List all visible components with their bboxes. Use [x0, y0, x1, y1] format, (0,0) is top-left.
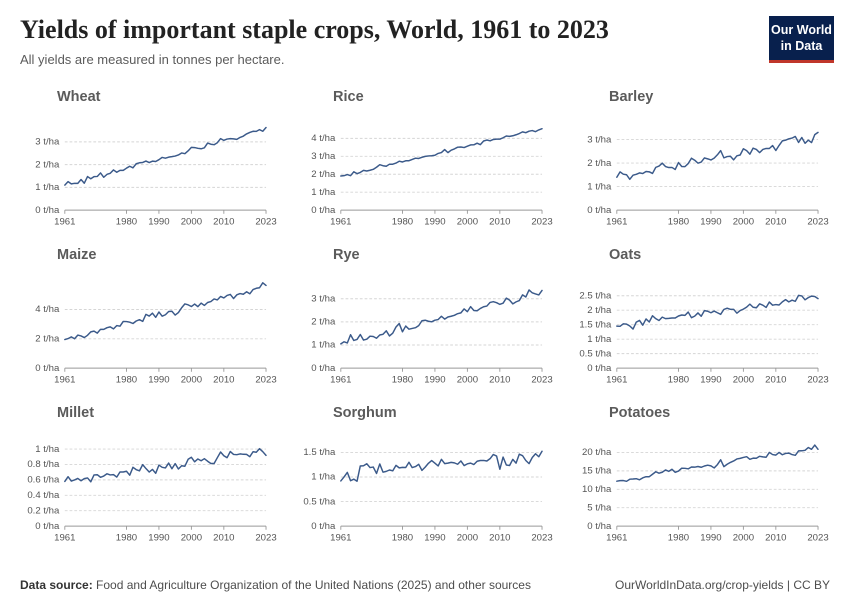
- svg-text:2.5 t/ha: 2.5 t/ha: [579, 290, 612, 301]
- svg-text:1980: 1980: [668, 375, 689, 386]
- svg-text:2000: 2000: [181, 217, 202, 228]
- svg-text:2000: 2000: [733, 217, 754, 228]
- svg-text:1990: 1990: [424, 217, 445, 228]
- svg-text:1980: 1980: [392, 217, 413, 228]
- svg-text:1961: 1961: [330, 217, 351, 228]
- svg-text:1990: 1990: [424, 375, 445, 386]
- svg-text:2023: 2023: [807, 217, 828, 228]
- svg-text:1 t/ha: 1 t/ha: [35, 182, 60, 193]
- svg-text:1961: 1961: [330, 375, 351, 386]
- svg-text:1 t/ha: 1 t/ha: [311, 187, 336, 198]
- svg-text:2000: 2000: [457, 533, 478, 544]
- svg-text:1990: 1990: [148, 533, 169, 544]
- svg-text:1990: 1990: [700, 533, 721, 544]
- svg-text:1990: 1990: [700, 375, 721, 386]
- svg-text:2010: 2010: [489, 533, 510, 544]
- svg-text:2010: 2010: [765, 375, 786, 386]
- svg-text:2010: 2010: [213, 375, 234, 386]
- svg-text:1980: 1980: [668, 217, 689, 228]
- svg-text:10 t/ha: 10 t/ha: [582, 484, 612, 495]
- svg-text:2000: 2000: [733, 375, 754, 386]
- svg-text:3 t/ha: 3 t/ha: [35, 137, 60, 148]
- svg-text:1961: 1961: [54, 533, 75, 544]
- svg-text:2010: 2010: [213, 533, 234, 544]
- svg-text:1 t/ha: 1 t/ha: [311, 340, 336, 351]
- svg-text:0 t/ha: 0 t/ha: [587, 521, 612, 532]
- svg-text:0.2 t/ha: 0.2 t/ha: [27, 505, 60, 516]
- svg-text:0.5 t/ha: 0.5 t/ha: [579, 348, 612, 359]
- svg-text:2000: 2000: [457, 217, 478, 228]
- svg-text:1 t/ha: 1 t/ha: [587, 181, 612, 192]
- svg-text:0 t/ha: 0 t/ha: [311, 521, 336, 532]
- svg-text:2023: 2023: [531, 217, 552, 228]
- svg-text:0.6 t/ha: 0.6 t/ha: [27, 475, 60, 486]
- svg-text:0 t/ha: 0 t/ha: [35, 521, 60, 532]
- svg-text:0 t/ha: 0 t/ha: [311, 363, 336, 374]
- svg-text:2023: 2023: [255, 533, 276, 544]
- svg-text:2000: 2000: [457, 375, 478, 386]
- svg-text:1961: 1961: [606, 533, 627, 544]
- svg-text:1.5 t/ha: 1.5 t/ha: [579, 319, 612, 330]
- svg-text:2023: 2023: [807, 375, 828, 386]
- svg-text:0 t/ha: 0 t/ha: [35, 205, 60, 216]
- svg-text:1 t/ha: 1 t/ha: [35, 444, 60, 455]
- svg-text:0 t/ha: 0 t/ha: [587, 205, 612, 216]
- svg-text:1.5 t/ha: 1.5 t/ha: [303, 447, 336, 458]
- svg-text:1980: 1980: [116, 533, 137, 544]
- svg-text:2 t/ha: 2 t/ha: [311, 169, 336, 180]
- svg-text:4 t/ha: 4 t/ha: [35, 304, 60, 315]
- svg-text:1980: 1980: [392, 375, 413, 386]
- svg-text:0.4 t/ha: 0.4 t/ha: [27, 490, 60, 501]
- svg-text:2010: 2010: [213, 217, 234, 228]
- svg-text:0 t/ha: 0 t/ha: [587, 363, 612, 374]
- svg-text:0 t/ha: 0 t/ha: [35, 363, 60, 374]
- svg-text:1961: 1961: [54, 217, 75, 228]
- svg-text:2023: 2023: [531, 533, 552, 544]
- svg-text:15 t/ha: 15 t/ha: [582, 466, 612, 477]
- svg-text:1961: 1961: [606, 375, 627, 386]
- svg-text:0 t/ha: 0 t/ha: [311, 205, 336, 216]
- svg-text:2 t/ha: 2 t/ha: [587, 305, 612, 316]
- svg-text:1990: 1990: [148, 375, 169, 386]
- svg-text:2023: 2023: [807, 533, 828, 544]
- svg-text:1990: 1990: [148, 217, 169, 228]
- svg-text:20 t/ha: 20 t/ha: [582, 447, 612, 458]
- svg-text:2 t/ha: 2 t/ha: [35, 334, 60, 345]
- svg-text:2000: 2000: [181, 533, 202, 544]
- svg-text:1990: 1990: [700, 217, 721, 228]
- svg-text:2 t/ha: 2 t/ha: [587, 158, 612, 169]
- svg-text:2000: 2000: [181, 375, 202, 386]
- svg-text:1961: 1961: [330, 533, 351, 544]
- svg-text:5 t/ha: 5 t/ha: [587, 502, 612, 513]
- svg-text:2023: 2023: [255, 375, 276, 386]
- svg-text:3 t/ha: 3 t/ha: [587, 134, 612, 145]
- svg-text:2010: 2010: [489, 217, 510, 228]
- svg-text:2010: 2010: [765, 217, 786, 228]
- svg-text:1 t/ha: 1 t/ha: [587, 334, 612, 345]
- svg-text:2 t/ha: 2 t/ha: [311, 317, 336, 328]
- svg-text:1980: 1980: [116, 375, 137, 386]
- svg-text:1961: 1961: [606, 217, 627, 228]
- svg-text:2023: 2023: [255, 217, 276, 228]
- svg-text:2 t/ha: 2 t/ha: [35, 159, 60, 170]
- svg-text:3 t/ha: 3 t/ha: [311, 294, 336, 305]
- svg-text:1990: 1990: [424, 533, 445, 544]
- svg-text:1 t/ha: 1 t/ha: [311, 472, 336, 483]
- svg-text:1961: 1961: [54, 375, 75, 386]
- svg-text:0.5 t/ha: 0.5 t/ha: [303, 496, 336, 507]
- svg-text:2023: 2023: [531, 375, 552, 386]
- svg-text:1980: 1980: [392, 533, 413, 544]
- svg-text:0.8 t/ha: 0.8 t/ha: [27, 459, 60, 470]
- svg-text:3 t/ha: 3 t/ha: [311, 151, 336, 162]
- svg-text:4 t/ha: 4 t/ha: [311, 133, 336, 144]
- svg-text:1980: 1980: [668, 533, 689, 544]
- svg-text:2010: 2010: [489, 375, 510, 386]
- svg-text:2000: 2000: [733, 533, 754, 544]
- svg-text:1980: 1980: [116, 217, 137, 228]
- svg-text:2010: 2010: [765, 533, 786, 544]
